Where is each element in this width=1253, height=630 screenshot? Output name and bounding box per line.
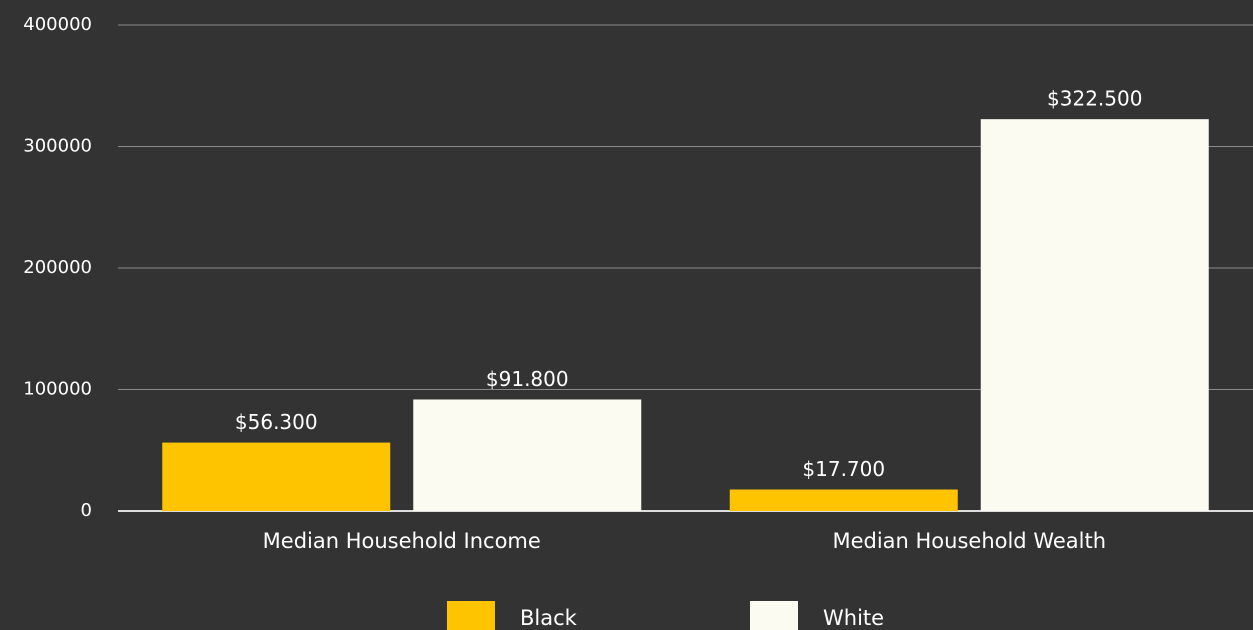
legend-label: White <box>823 606 884 630</box>
y-tick-label: 300000 <box>23 136 92 157</box>
value-label: $91.800 <box>486 367 569 391</box>
legend-swatch <box>750 601 798 630</box>
value-label: $17.700 <box>802 457 885 481</box>
x-tick-label: Median Household Wealth <box>832 529 1106 553</box>
value-label: $322.500 <box>1047 87 1142 111</box>
y-tick-label: 0 <box>81 500 92 521</box>
bar <box>729 489 958 511</box>
legend-label: Black <box>520 606 578 630</box>
value-label: $56.300 <box>235 410 318 434</box>
x-tick-label: Median Household Income <box>263 529 541 553</box>
y-tick-label: 400000 <box>23 14 92 35</box>
bar <box>980 119 1209 511</box>
y-tick-label: 200000 <box>23 257 92 278</box>
bar <box>162 442 391 511</box>
y-tick-label: 100000 <box>23 379 92 400</box>
bar <box>413 399 642 511</box>
legend-swatch <box>447 601 495 630</box>
